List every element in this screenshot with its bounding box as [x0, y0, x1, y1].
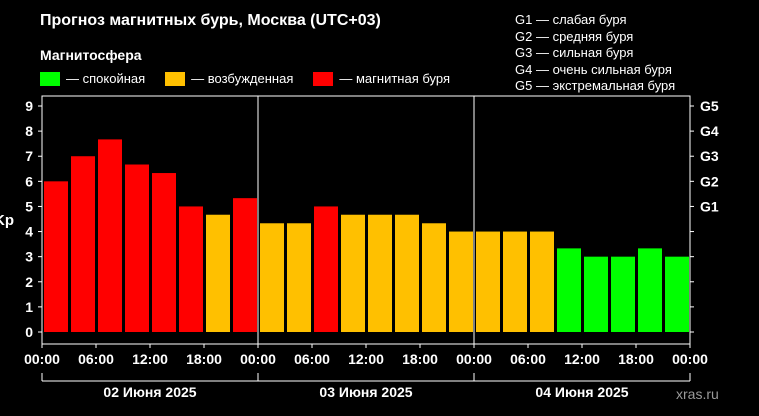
y-tick-label: 3	[25, 249, 33, 265]
day-label: 03 Июня 2025	[319, 384, 412, 400]
g-scale-legend: G1 — слабая буря G2 — средняя буря G3 — …	[515, 12, 675, 95]
kp-bar	[341, 214, 365, 332]
x-tick-label: 12:00	[564, 351, 600, 367]
kp-bar	[314, 206, 338, 332]
g-level-label: G3	[700, 148, 719, 164]
legend-swatch-storm	[313, 71, 334, 86]
g-level-label: G2	[700, 173, 719, 189]
x-tick-label: 00:00	[240, 351, 276, 367]
y-tick-label: 0	[25, 324, 33, 340]
g-scale-g3: G3 — сильная буря	[515, 45, 634, 60]
kp-bar	[503, 231, 527, 332]
magnetosphere-label: Магнитосфера	[40, 47, 142, 63]
y-tick-label: 7	[25, 148, 33, 164]
g-scale-g2: G2 — средняя буря	[515, 28, 634, 44]
kp-bar	[71, 156, 95, 332]
day-label: 04 Июня 2025	[535, 384, 628, 400]
watermark: xras.ru	[676, 386, 719, 402]
x-tick-label: 12:00	[348, 351, 384, 367]
chart-title: Прогноз магнитных бурь, Москва (UTC+03)	[40, 12, 381, 29]
kp-bar	[287, 223, 311, 332]
kp-bar	[125, 164, 149, 332]
kp-bar	[665, 256, 689, 332]
y-tick-label: 6	[25, 173, 33, 189]
y-tick-label: 1	[25, 299, 33, 315]
g-level-label: G1	[700, 198, 719, 214]
kp-bar	[368, 214, 392, 332]
kp-bar	[233, 198, 257, 332]
kp-bar	[44, 181, 68, 332]
g-level-label: G4	[700, 123, 719, 139]
x-tick-label: 18:00	[618, 351, 654, 367]
kp-bar	[530, 231, 554, 332]
g-scale-g1: G1 — слабая буря	[515, 12, 627, 27]
kp-bar	[98, 139, 122, 332]
kp-bar	[152, 173, 176, 332]
y-axis-label: Kp	[0, 212, 14, 229]
legend-item-storm: — магнитная буря	[313, 71, 450, 86]
kp-bar	[179, 206, 203, 332]
kp-bar	[476, 231, 500, 332]
legend-swatch-active	[165, 71, 186, 86]
x-tick-label: 18:00	[402, 351, 438, 367]
kp-bar	[449, 231, 473, 332]
y-tick-label: 9	[25, 98, 33, 114]
y-tick-label: 4	[25, 224, 33, 240]
x-tick-label: 00:00	[24, 351, 60, 367]
legend-item-quiet: — спокойная	[40, 71, 145, 86]
kp-bar	[422, 223, 446, 332]
x-tick-label: 06:00	[78, 351, 114, 367]
legend-item-active: — возбужденная	[165, 71, 293, 86]
g-scale-g5: G5 — экстремальная буря	[515, 78, 676, 93]
kp-bar	[611, 256, 635, 332]
y-tick-label: 2	[25, 274, 33, 290]
kp-bar	[206, 214, 230, 332]
legend-swatch-quiet	[40, 71, 60, 86]
kp-bar	[584, 256, 608, 332]
legend-label-quiet: — спокойная	[66, 71, 146, 86]
x-tick-label: 06:00	[510, 351, 546, 367]
g-scale-g4: G4 — очень сильная буря	[515, 61, 672, 77]
g-level-label: G5	[700, 98, 719, 114]
x-tick-label: 18:00	[186, 351, 222, 367]
x-tick-label: 00:00	[456, 351, 492, 367]
y-tick-label: 8	[25, 123, 33, 139]
kp-bar	[638, 248, 662, 332]
color-legend: — спокойная — возбужденная — магнитная б…	[40, 71, 470, 86]
x-tick-label: 12:00	[132, 351, 168, 367]
x-tick-label: 06:00	[294, 351, 330, 367]
kp-bar	[395, 214, 419, 332]
day-label: 02 Июня 2025	[103, 384, 196, 400]
x-tick-label: 00:00	[672, 351, 708, 367]
kp-bar	[260, 223, 284, 332]
y-tick-label: 5	[25, 198, 33, 214]
kp-bar	[557, 248, 581, 332]
legend-label-active: — возбужденная	[191, 71, 294, 86]
legend-label-storm: — магнитная буря	[339, 71, 450, 86]
